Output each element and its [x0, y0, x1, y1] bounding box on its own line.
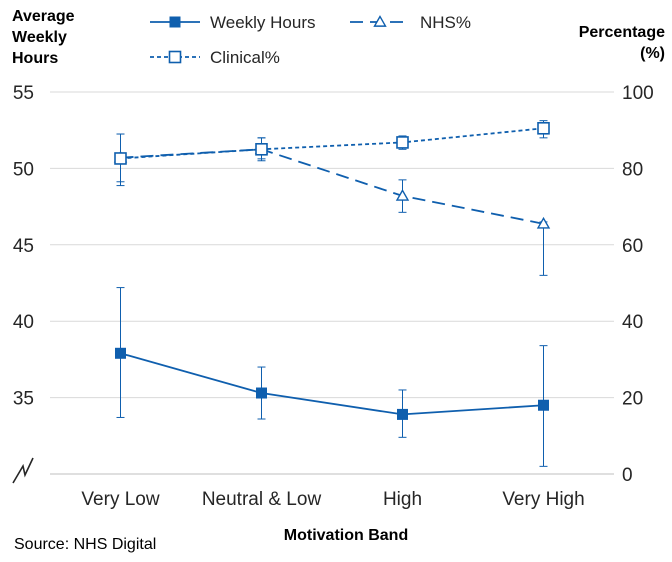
legend-label: NHS% — [420, 13, 471, 32]
left-axis-ticks: 35 40 45 50 55 — [13, 83, 34, 410]
legend-label: Weekly Hours — [210, 13, 316, 32]
gridlines — [50, 91, 614, 475]
data-point — [114, 152, 127, 165]
right-tick-label: 0 — [622, 465, 633, 486]
source-note: Source: NHS Digital — [14, 536, 156, 553]
series-clinical — [114, 120, 550, 183]
series-line — [120, 148, 544, 225]
right-tick-label: 100 — [622, 83, 654, 104]
data-point — [115, 347, 126, 359]
left-tick-label: 40 — [13, 312, 34, 333]
x-tick-label: Very High — [502, 489, 584, 510]
left-tick-label: 45 — [13, 236, 34, 257]
data-point — [537, 121, 550, 135]
right-tick-label: 20 — [622, 389, 643, 410]
right-tick-label: 40 — [622, 312, 643, 333]
data-point — [536, 216, 551, 229]
left-axis-title-line-2: Weekly — [12, 29, 67, 46]
right-tick-label: 80 — [622, 159, 643, 180]
data-point — [396, 136, 409, 149]
data-point — [397, 408, 408, 420]
left-tick-label: 50 — [13, 159, 34, 180]
x-axis-ticks: Very Low Neutral & Low High Very High — [81, 489, 584, 510]
data-point — [395, 188, 410, 201]
left-axis-title-line-3: Hours — [12, 50, 58, 67]
legend-swatch-marker — [169, 16, 181, 28]
legend-swatch-marker — [373, 15, 387, 27]
legend-label: Clinical% — [210, 48, 280, 67]
data-point — [256, 387, 267, 399]
legend-entry-clinical: Clinical% — [150, 48, 280, 67]
x-tick-label: Very Low — [81, 489, 159, 510]
series-layer — [113, 120, 551, 467]
data-point — [255, 143, 268, 156]
left-axis-title-line-1: Average — [12, 8, 75, 25]
legend-swatch-marker — [168, 50, 182, 64]
axis-break-icon — [12, 457, 34, 484]
data-point — [538, 399, 549, 411]
series-line — [120, 127, 544, 160]
right-tick-label: 60 — [622, 236, 643, 257]
right-axis-ticks: 0 20 40 60 80 100 — [622, 83, 654, 486]
legend-entry-weekly-hours: Weekly Hours — [150, 13, 316, 32]
x-axis-title: Motivation Band — [284, 527, 408, 544]
legend-entry-nhs: NHS% — [350, 13, 471, 32]
legend: Weekly Hours NHS% Clinical% — [150, 13, 471, 67]
left-tick-label: 35 — [13, 389, 34, 410]
x-tick-label: High — [383, 489, 422, 510]
series-line — [120, 352, 544, 416]
right-axis-title-line-1: Percentage — [579, 24, 665, 41]
right-axis-title-line-2: (%) — [640, 45, 665, 62]
left-tick-label: 55 — [13, 83, 34, 104]
x-tick-label: Neutral & Low — [202, 489, 322, 510]
series-weekly-hours — [115, 287, 549, 467]
